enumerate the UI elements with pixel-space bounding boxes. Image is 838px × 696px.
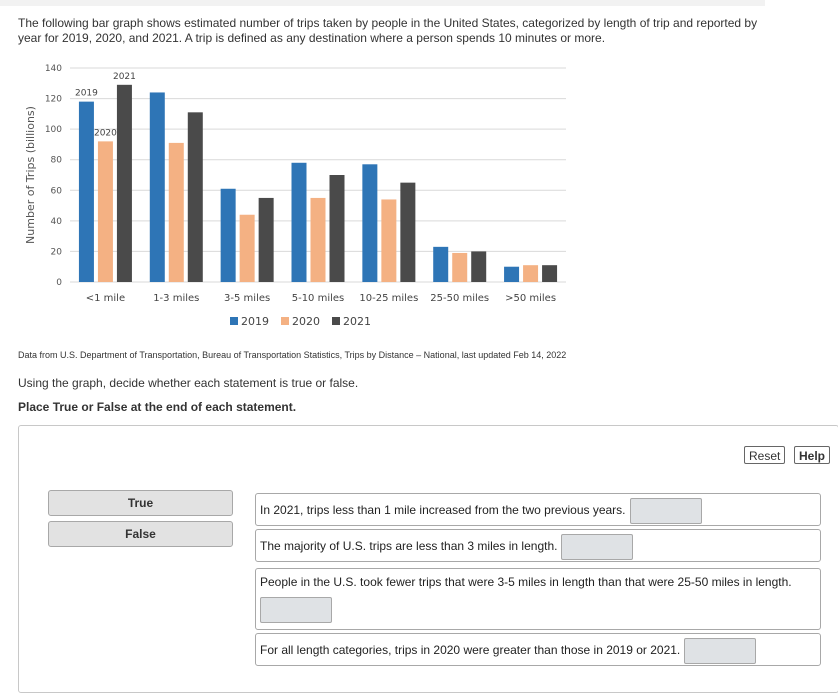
choice-true[interactable]: True [48,490,233,516]
x-tick-label: <1 mile [86,293,125,304]
statement-text: The majority of U.S. trips are less than… [260,539,558,554]
top-bar [0,0,765,6]
y-tick-label: 20 [51,247,63,257]
bar [329,175,345,282]
x-tick-label: 5-10 miles [292,293,345,304]
y-tick-label: 40 [51,217,63,227]
y-tick-label: 0 [56,278,62,288]
legend-swatch [230,317,238,325]
bar [97,141,113,282]
y-tick-label: 100 [45,125,62,135]
statement-1: In 2021, trips less than 1 mile increase… [255,493,821,526]
bar [542,265,558,282]
statement-text: In 2021, trips less than 1 mile increase… [260,503,626,518]
bar [149,92,165,282]
bar [291,162,307,282]
bar [239,214,255,282]
bar [220,188,236,282]
data-annotation: 2020 [94,128,117,138]
bar [258,197,274,282]
drag-drop-panel: Reset Help True False In 2021, trips les… [18,425,838,693]
drop-target[interactable] [260,597,332,623]
bar [433,246,449,282]
bar [78,101,94,282]
statement-4: For all length categories, trips in 2020… [255,633,821,666]
legend-swatch [332,317,340,325]
statement-3: People in the U.S. took fewer trips that… [255,568,821,630]
drop-target[interactable] [629,498,702,524]
instruction-bold-text: Place True or False at the end of each s… [18,400,297,414]
bar [381,199,397,282]
bar [187,112,203,282]
x-tick-label: 25-50 miles [430,293,489,304]
y-tick-label: 60 [51,186,63,196]
x-tick-label: 10-25 miles [359,293,418,304]
source-text: Data from U.S. Department of Transportat… [18,350,567,360]
bar-chart: 0 20 40 60 80 100 120 140 Number of Trips (billi… [24,64,566,328]
bar [400,182,416,282]
legend-swatch [281,317,289,325]
x-tick-label: 3-5 miles [224,293,270,304]
legend-label: 2019 [241,315,269,328]
statement-text: For all length categories, trips in 2020… [260,643,681,658]
legend-label: 2021 [343,315,371,328]
statement-2: The majority of U.S. trips are less than… [255,529,821,562]
instruction-text: Using the graph, decide whether each sta… [18,376,359,390]
legend-label: 2020 [292,315,320,328]
bar [471,251,487,282]
statement-text: People in the U.S. took fewer trips that… [260,575,792,589]
drop-target[interactable] [561,534,634,560]
x-tick-label: 1-3 miles [153,293,199,304]
y-tick-label: 120 [45,95,62,105]
bar [504,266,520,282]
y-tick-label: 140 [45,64,62,74]
bar [310,197,326,282]
y-tick-label: 80 [51,156,63,166]
reset-button[interactable]: Reset [744,446,786,464]
bar [168,142,184,282]
drop-target[interactable] [684,638,757,664]
bar [116,84,132,282]
intro-text: The following bar graph shows estimated … [18,16,758,45]
data-annotation: 2021 [113,72,136,82]
data-annotation: 2019 [75,89,98,99]
y-axis-label: Number of Trips (billions) [24,106,37,244]
x-tick-label: >50 miles [505,293,556,304]
choice-false[interactable]: False [48,521,233,547]
bar [523,265,539,282]
bar [452,252,468,282]
bar [362,164,378,282]
help-button[interactable]: Help [794,446,831,464]
